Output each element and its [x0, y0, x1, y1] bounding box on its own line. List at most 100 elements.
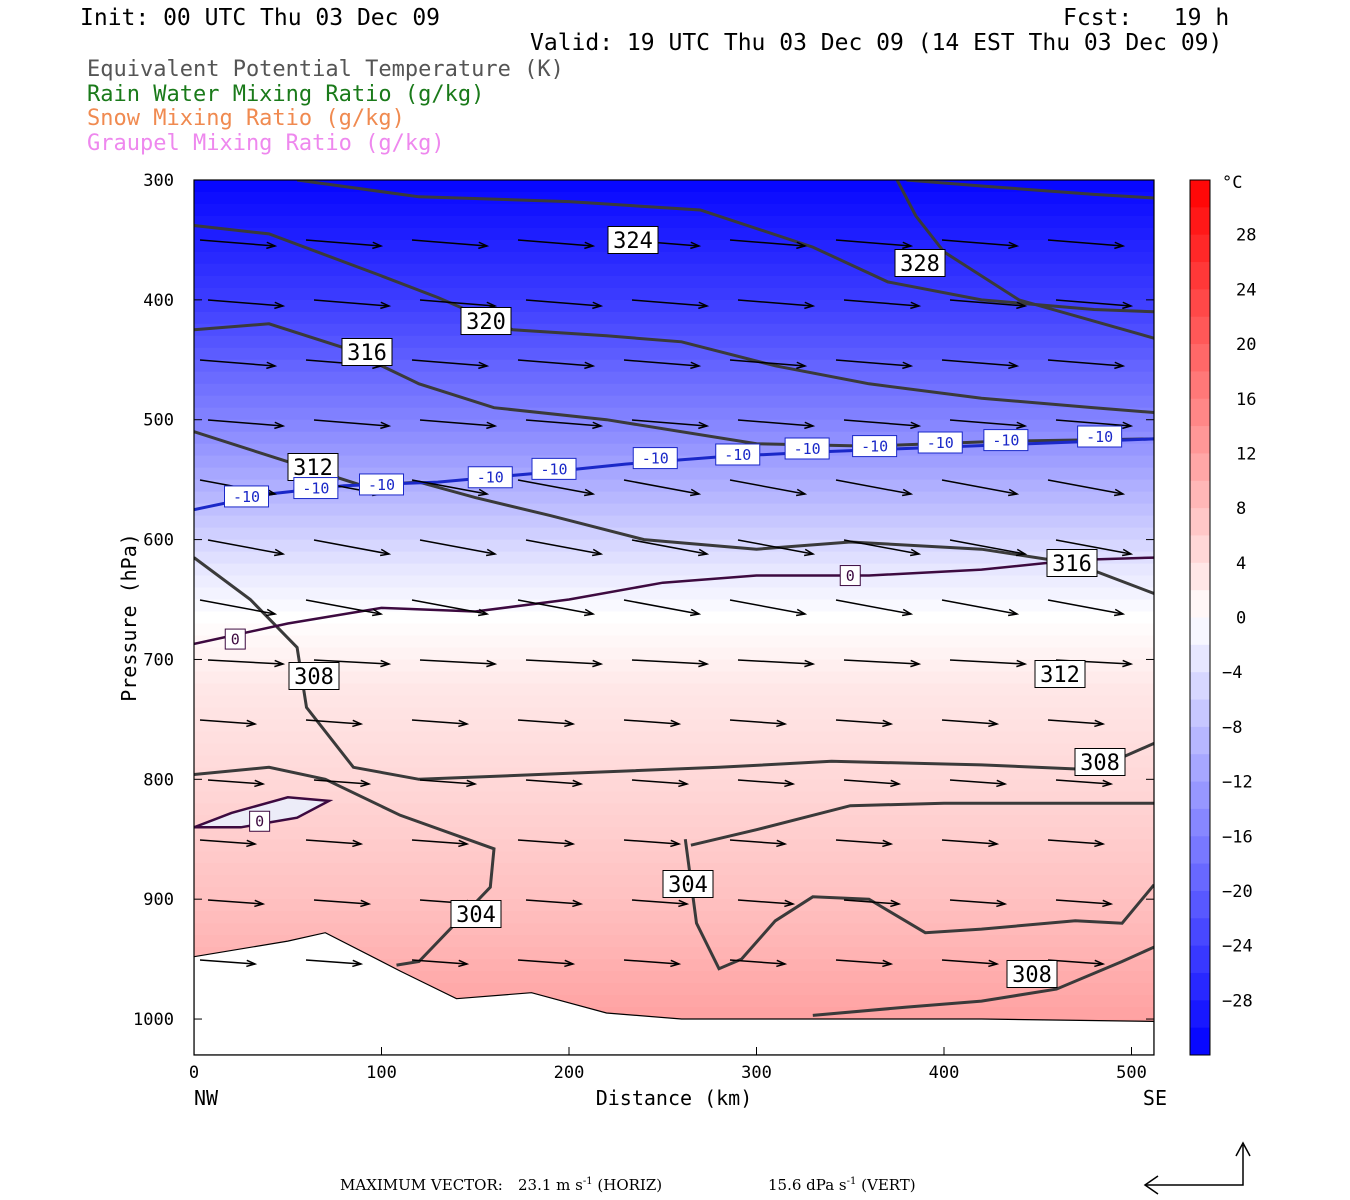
contour-label-box: [1046, 549, 1098, 577]
wind-vector-head: [584, 241, 596, 250]
contour-label-box: [531, 457, 577, 480]
wind-vector-head: [678, 779, 690, 788]
wind-vector: [623, 479, 700, 495]
temperature-band: [194, 215, 1154, 229]
wind-vector-head: [795, 488, 808, 497]
wind-vector: [949, 539, 1026, 555]
contour-labels: 324 328 320 316 312 316 308 312 308 304 304 308 -10 -…: [224, 226, 1126, 988]
wind-vector-head: [1094, 959, 1106, 968]
wind-vector: [411, 359, 488, 367]
temperature-band: [194, 263, 1154, 277]
wind-vector-head: [901, 488, 914, 497]
wind-vector: [843, 899, 900, 905]
wind-vector-head: [1122, 421, 1134, 430]
colorbar-segment: [1190, 344, 1210, 372]
temperature-band: [194, 767, 1154, 780]
contour-label: 304: [456, 903, 496, 928]
wind-vector: [525, 779, 582, 785]
wind-vector-head: [477, 488, 490, 497]
colorbar-tick-label: −4: [1222, 663, 1242, 683]
wind-vector-head: [988, 719, 1000, 728]
wind-vector-head: [380, 421, 392, 430]
wind-vector: [949, 899, 1006, 905]
wind-vector-head: [478, 361, 490, 370]
wind-vector: [207, 899, 264, 905]
wind-vector: [835, 479, 912, 495]
contour-label-box: [1077, 425, 1123, 448]
contour-label: -10: [540, 460, 567, 478]
temperature-band: [194, 743, 1154, 756]
colorbar-segment: [1190, 207, 1210, 236]
wind-vector-head: [273, 548, 286, 557]
temperature-band: [194, 323, 1154, 337]
wind-vector: [835, 959, 892, 965]
wind-vector: [517, 719, 574, 725]
temperature-band: [194, 359, 1154, 373]
wind-vector-head: [478, 241, 490, 250]
wind-vector: [623, 359, 700, 367]
contour-label-box: [224, 485, 269, 508]
wind-vector: [199, 599, 276, 615]
colorbar-segment: [1190, 836, 1210, 865]
wind-vector-head: [1016, 421, 1028, 430]
contour-label: 308: [1080, 751, 1120, 776]
wind-vector: [313, 299, 390, 307]
contour-label-box: [983, 429, 1029, 452]
wind-vector: [419, 419, 496, 427]
temperature-band: [194, 827, 1154, 840]
temperature-band: [194, 815, 1154, 828]
wind-vector: [729, 359, 806, 367]
temperature-band: [194, 971, 1154, 984]
contour-label: 316: [1052, 552, 1092, 577]
contour-label: 312: [1040, 663, 1080, 688]
wind-vector-head: [458, 839, 470, 848]
wind-vector: [419, 779, 476, 785]
wind-vector: [941, 599, 1018, 615]
wind-vector-head: [254, 899, 266, 908]
contour-label-box: [1034, 660, 1086, 688]
wind-vector: [199, 359, 276, 367]
colorbar-segment: [1190, 644, 1210, 673]
contour-label-box: [467, 466, 513, 489]
wind-vector: [631, 539, 708, 555]
temperature-band: [194, 527, 1154, 541]
wind-vector: [1055, 419, 1132, 427]
temperature-band: [194, 863, 1154, 876]
wind-vector: [525, 539, 602, 555]
wind-vector: [305, 719, 362, 725]
forecast-hour: Fcst: 19 h: [1063, 5, 1230, 31]
contour-label-box: [1006, 960, 1058, 988]
contour-label: -10: [992, 432, 1019, 450]
colorbar-tick-label: 12: [1236, 444, 1256, 464]
x-tick-label: 500: [1116, 1063, 1147, 1083]
wind-vector-head: [564, 839, 576, 848]
colorbar-tick-label: 28: [1236, 226, 1256, 246]
colorbar-segment: [1190, 398, 1210, 427]
wind-vector: [199, 839, 256, 845]
wind-vector-head: [1122, 659, 1134, 668]
vector-key-arrow: [1145, 1145, 1244, 1186]
contour-label: 0: [255, 813, 264, 831]
terrain-surface: [194, 932, 1154, 1055]
contour-label: 312: [293, 456, 333, 481]
wind-vector-head: [882, 959, 894, 968]
contour-label: 304: [668, 873, 708, 898]
wind-vector: [1047, 719, 1104, 725]
contour-label-box: [715, 443, 761, 466]
wind-vector-head: [572, 779, 584, 788]
wind-vector: [941, 839, 998, 845]
wind-vector-head: [1007, 608, 1020, 617]
temperature-band: [194, 311, 1154, 325]
wind-vector: [941, 359, 1018, 367]
wind-vector-head: [698, 659, 710, 668]
wind-vector-head: [246, 839, 258, 848]
wind-vector-head: [795, 608, 808, 617]
temperature-band: [194, 755, 1154, 768]
wind-vector-head: [380, 301, 392, 310]
wind-vector-head: [698, 421, 710, 430]
contour-label: -10: [1086, 428, 1113, 446]
contour-label-box: [249, 810, 271, 832]
colorbar-segment: [1190, 672, 1210, 701]
y-tick-label: 300: [143, 171, 174, 191]
